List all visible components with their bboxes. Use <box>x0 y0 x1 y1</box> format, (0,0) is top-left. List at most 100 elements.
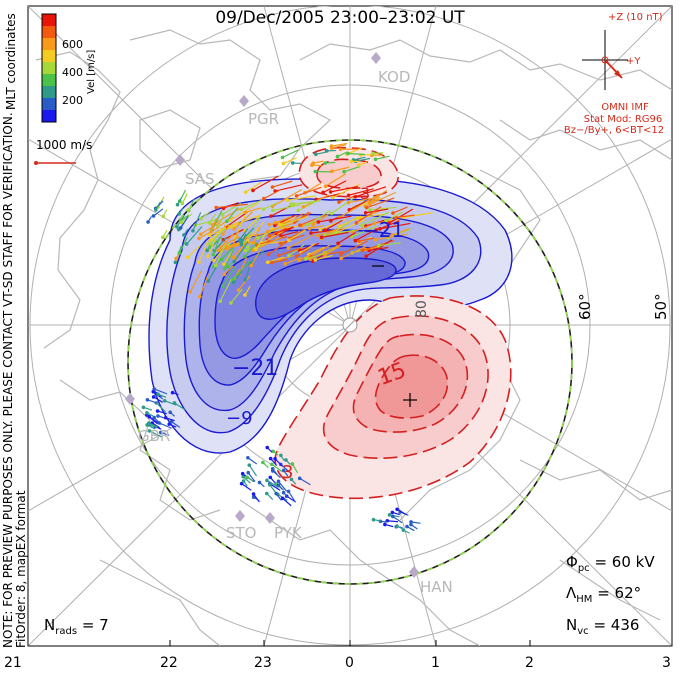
velocity-vector <box>267 222 294 233</box>
velocity-vector <box>234 214 246 238</box>
velocity-vector <box>312 214 329 226</box>
lat-label-50: 50° <box>652 293 670 320</box>
velocity-vector-origin <box>270 185 275 189</box>
velocity-vector-origin <box>368 208 372 212</box>
velocity-vector-origin <box>152 387 156 391</box>
velocity-vector-origin <box>156 414 160 418</box>
velocity-vector-origin <box>353 194 358 199</box>
velocity-vector <box>253 236 282 251</box>
velocity-vector-origin <box>218 299 223 304</box>
station-gbr: GBR <box>138 427 171 445</box>
velocity-vector <box>335 219 366 234</box>
velocity-vector-origin <box>390 510 395 515</box>
velocity-vector <box>275 215 292 224</box>
velocity-vector <box>348 197 371 204</box>
velocity-vector-origin <box>265 260 270 264</box>
velocity-vector-origin <box>199 216 203 221</box>
velocity-vector <box>209 226 227 245</box>
velocity-vector <box>187 244 201 258</box>
velocity-vector <box>280 230 299 237</box>
velocity-vector-origin <box>278 241 283 246</box>
velocity-vector-origin <box>245 245 250 249</box>
velocity-vector-origin <box>242 254 247 259</box>
velocity-vector-origin <box>346 193 351 198</box>
velocity-vector <box>208 213 217 224</box>
velocity-vector-origin <box>313 258 318 262</box>
velocity-vector <box>210 218 217 232</box>
velocity-vector-origin <box>405 524 409 529</box>
velocity-vector <box>355 157 371 162</box>
velocity-vector-origin <box>147 421 151 425</box>
velocity-vector-origin <box>219 257 224 262</box>
velocity-vector <box>317 228 338 237</box>
velocity-vector-origin <box>147 429 152 433</box>
velocity-vector-origin <box>371 151 375 156</box>
velocity-vector-origin <box>257 480 262 485</box>
phi-sub: pc <box>577 563 590 574</box>
contour-label-neg-21: −21 <box>232 356 279 381</box>
velocity-vector-origin <box>270 208 275 213</box>
velocity-vector-origin <box>280 155 285 160</box>
velocity-vector <box>153 208 164 217</box>
velocity-vector-origin <box>289 477 294 482</box>
velocity-vector-origin <box>222 272 227 277</box>
velocity-vector <box>186 226 203 245</box>
velocity-vector-origin <box>273 457 277 461</box>
velocity-vector-origin <box>206 279 211 283</box>
velocity-vector-origin <box>246 455 250 460</box>
velocity-vector <box>247 457 258 465</box>
velocity-vector <box>230 288 243 304</box>
coords-label: MLT coordinates <box>4 13 18 110</box>
velocity-vector-origin <box>301 204 306 209</box>
velocity-vector <box>392 515 403 524</box>
station-pgr: PGR <box>248 110 280 128</box>
velocity-vector <box>252 175 279 191</box>
velocity-vector-origin <box>145 410 149 415</box>
colorbar-swatch <box>42 26 56 39</box>
velocity-vector <box>181 193 188 204</box>
phi-value: = 60 kV <box>594 553 655 571</box>
velocity-vector-origin <box>198 232 203 236</box>
velocity-vector <box>271 463 283 472</box>
velocity-vector <box>222 224 230 235</box>
velocity-vector <box>368 189 388 203</box>
velocity-vector <box>153 388 168 395</box>
velocity-vector <box>207 265 218 282</box>
velocity-vector <box>221 247 234 260</box>
mlt-tick-2: 2 <box>525 655 534 671</box>
velocity-vector <box>271 258 288 264</box>
velocity-vector-origin <box>349 159 354 164</box>
velocity-vector-origin <box>167 422 172 426</box>
velocity-vector-origin <box>357 239 361 244</box>
velocity-vector-origin <box>304 257 308 261</box>
velocity-vector-origin <box>364 254 368 259</box>
velocity-vector <box>403 212 433 218</box>
velocity-vector <box>331 142 348 147</box>
velocity-vector <box>348 188 374 196</box>
velocity-vector-origin <box>177 212 181 216</box>
velocity-vector <box>195 218 218 226</box>
velocity-vector-origin <box>198 294 202 299</box>
imf-source: OMNI IMF <box>601 102 649 113</box>
velocity-vector <box>266 479 279 489</box>
velocity-vector-origin <box>391 211 395 215</box>
velocity-vector-origin <box>208 242 212 246</box>
velocity-vector <box>366 197 395 209</box>
velocity-vector <box>263 189 281 200</box>
velocity-vector <box>331 166 349 172</box>
velocity-vector-origin <box>151 389 156 394</box>
velocity-vector-origin <box>294 194 299 198</box>
imf-z-label: +Z (10 nT) <box>608 12 663 23</box>
velocity-vector-origin <box>290 462 295 466</box>
velocity-vector <box>283 157 297 165</box>
velocity-vector-origin <box>177 251 182 255</box>
velocity-vector-origin <box>294 254 299 259</box>
velocity-vector-origin <box>329 146 334 150</box>
nrads-symbol: N <box>44 616 56 634</box>
velocity-vector-origin <box>231 255 236 260</box>
velocity-vector <box>365 208 389 214</box>
velocity-vector <box>232 260 251 280</box>
velocity-vector <box>174 402 186 411</box>
velocity-vector <box>318 215 352 223</box>
